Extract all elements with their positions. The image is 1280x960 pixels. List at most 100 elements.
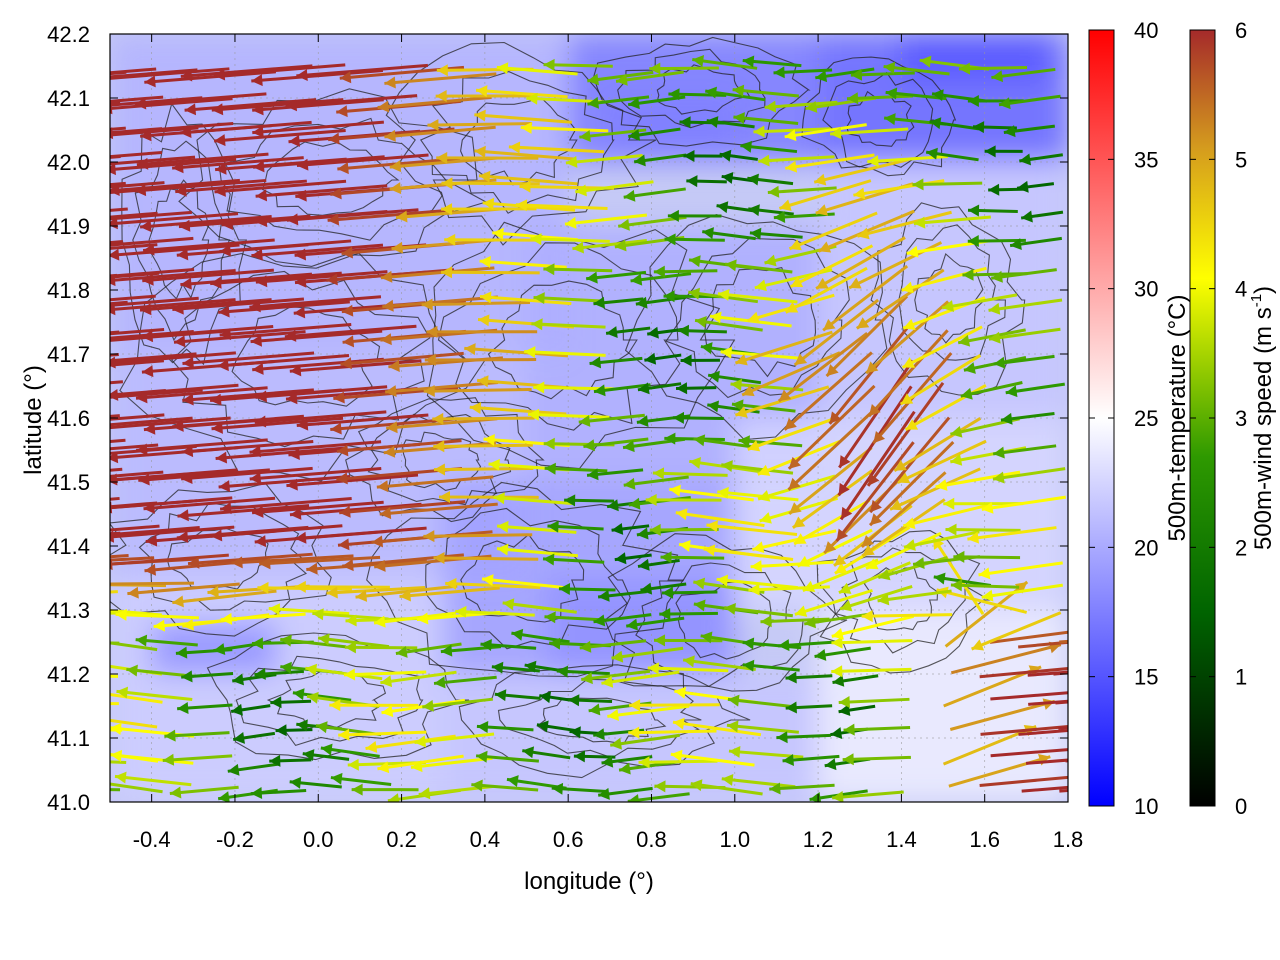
wind-vector xyxy=(912,178,983,191)
wind-vector xyxy=(445,577,541,590)
wind-vector xyxy=(110,327,165,336)
wind-vector xyxy=(664,233,725,246)
wind-vector xyxy=(110,155,196,166)
wind-vector xyxy=(644,352,682,365)
terrain-contour xyxy=(266,669,387,730)
wind-vector xyxy=(564,213,648,229)
terrain-contour xyxy=(816,530,992,674)
wind-vector xyxy=(957,328,1026,347)
wind-vector xyxy=(804,612,872,629)
wind-vector xyxy=(444,233,539,246)
wind-vector xyxy=(867,329,949,418)
wind-vector xyxy=(399,586,500,602)
wind-vector xyxy=(215,446,348,464)
wind-vector xyxy=(1055,700,1068,705)
wind-vector xyxy=(581,669,651,685)
wind-vector xyxy=(269,754,312,767)
wind-vector xyxy=(601,670,680,688)
wind-vector xyxy=(110,294,156,302)
wind-vector xyxy=(865,300,950,375)
wind-vector xyxy=(694,315,763,332)
wind-vector xyxy=(785,671,833,684)
wind-vector xyxy=(831,790,904,802)
wind-vector xyxy=(180,466,313,485)
wind-vector xyxy=(865,531,942,570)
wind-vector xyxy=(139,215,272,233)
wind-vector xyxy=(475,750,539,763)
wind-vector xyxy=(682,655,756,672)
wind-vector xyxy=(110,267,195,278)
wind-vector xyxy=(424,353,537,366)
wind-vector xyxy=(302,749,350,761)
wind-vector xyxy=(628,127,681,141)
wind-vector xyxy=(943,497,1024,510)
wind-vector xyxy=(480,638,537,651)
wind-vector xyxy=(385,381,499,398)
terrain-contour xyxy=(366,481,685,678)
wind-vector xyxy=(787,409,875,491)
colorbar-tick-label: 15 xyxy=(1134,665,1158,690)
wind-vector xyxy=(979,775,1068,787)
wind-vector xyxy=(767,185,837,198)
wind-vector xyxy=(115,608,199,621)
wind-vector xyxy=(219,239,352,257)
wind-vector xyxy=(340,351,464,370)
wind-vector xyxy=(724,259,793,274)
wind-vector xyxy=(784,123,867,142)
wind-vector xyxy=(796,528,873,568)
wind-vector xyxy=(832,674,879,687)
wind-vector xyxy=(475,85,568,99)
wind-vector xyxy=(432,412,535,425)
wind-vector xyxy=(635,295,686,309)
wind-vector xyxy=(230,703,271,716)
wind-vector xyxy=(573,750,616,763)
wind-vector xyxy=(110,67,157,75)
wind-vector xyxy=(469,402,567,416)
y-tick-label: 41.3 xyxy=(47,598,90,623)
wind-vector xyxy=(110,126,126,131)
wind-vector xyxy=(524,346,606,359)
wind-vector xyxy=(255,270,388,288)
y-tick: 41.0 xyxy=(47,790,1068,815)
wind-vector xyxy=(382,295,499,312)
colorbar-tick-label: 10 xyxy=(1134,794,1158,819)
wind-vector xyxy=(172,589,277,608)
wind-vector xyxy=(586,468,644,481)
wind-vector xyxy=(672,411,724,424)
wind-vector xyxy=(110,556,155,562)
wind-vector xyxy=(742,55,802,68)
wind-vector xyxy=(280,634,347,649)
wind-vector xyxy=(813,158,909,186)
wind-vector xyxy=(110,97,233,115)
wind-vector xyxy=(842,753,911,766)
wind-vector xyxy=(110,641,120,645)
y-tick: 41.7 xyxy=(47,342,1068,367)
wind-vector xyxy=(255,184,388,202)
wind-vector xyxy=(296,63,429,82)
wind-vector xyxy=(110,268,236,287)
wind-vector xyxy=(376,475,494,493)
wind-vector xyxy=(564,494,615,507)
wind-colorbar-label: 500m-wind speed (m s-1) xyxy=(1248,286,1277,550)
colorbar-tick: 35 xyxy=(1089,147,1158,172)
wind-vector xyxy=(981,583,1064,602)
wind-vector xyxy=(110,413,165,421)
x-tick: 0.8 xyxy=(636,34,667,852)
colorbar-tick: 10 xyxy=(1089,794,1158,819)
wind-vector xyxy=(110,300,128,306)
wind-vector xyxy=(831,665,912,678)
wind-vector xyxy=(110,496,120,501)
wind-vector xyxy=(683,149,723,162)
wind-vector xyxy=(913,215,991,229)
wind-vector xyxy=(805,96,877,113)
wind-vector xyxy=(668,88,727,101)
wind-vector xyxy=(479,291,572,306)
wind-vector xyxy=(855,268,945,330)
wind-vector xyxy=(110,438,126,443)
wind-vector xyxy=(214,179,347,197)
wind-vector xyxy=(110,298,236,316)
wind-vector xyxy=(251,243,384,261)
wind-vector xyxy=(232,673,277,686)
wind-vector xyxy=(733,112,799,125)
